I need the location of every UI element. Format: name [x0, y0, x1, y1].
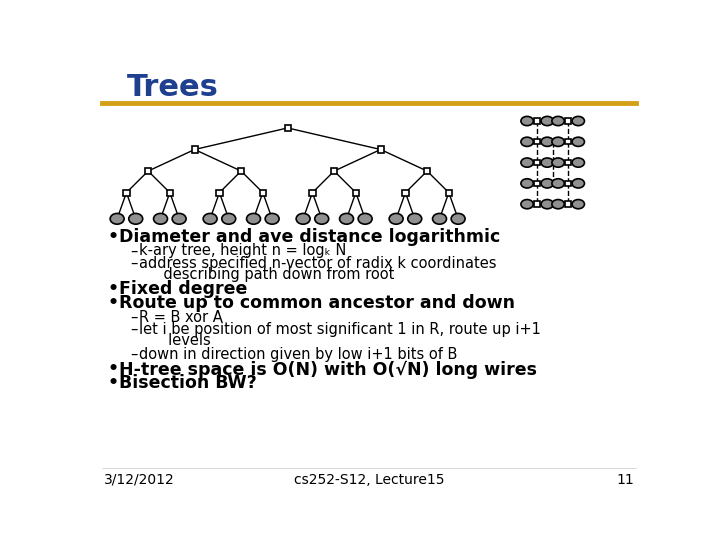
Ellipse shape: [296, 213, 310, 224]
Bar: [534, 118, 540, 124]
Ellipse shape: [433, 213, 446, 224]
Ellipse shape: [541, 158, 554, 167]
Ellipse shape: [552, 137, 564, 146]
Ellipse shape: [572, 137, 585, 146]
Bar: [310, 190, 315, 195]
Bar: [377, 146, 384, 153]
Text: Bisection BW?: Bisection BW?: [120, 374, 257, 393]
Text: R = B xor A: R = B xor A: [139, 309, 222, 325]
Text: cs252-S12, Lecture15: cs252-S12, Lecture15: [294, 473, 444, 487]
Ellipse shape: [246, 213, 261, 224]
Text: •: •: [107, 361, 118, 379]
Bar: [565, 118, 571, 124]
Bar: [260, 190, 266, 195]
Text: Route up to common ancestor and down: Route up to common ancestor and down: [120, 294, 516, 312]
Ellipse shape: [203, 213, 217, 224]
Text: Diameter and ave distance logarithmic: Diameter and ave distance logarithmic: [120, 228, 500, 246]
Text: 11: 11: [616, 473, 634, 487]
Bar: [145, 168, 151, 174]
Bar: [238, 168, 244, 174]
Ellipse shape: [129, 213, 143, 224]
Text: –: –: [130, 347, 138, 362]
Ellipse shape: [552, 117, 564, 126]
Text: –: –: [130, 244, 138, 259]
Ellipse shape: [172, 213, 186, 224]
Bar: [565, 181, 571, 186]
Ellipse shape: [552, 158, 564, 167]
Text: –: –: [130, 256, 138, 271]
Text: k-ary tree, height n = logₖ N: k-ary tree, height n = logₖ N: [139, 244, 346, 259]
Bar: [534, 160, 540, 165]
Text: Trees: Trees: [127, 73, 219, 103]
Bar: [123, 190, 130, 195]
Bar: [565, 160, 571, 165]
Bar: [565, 139, 571, 145]
Bar: [402, 190, 408, 195]
Bar: [424, 168, 431, 174]
Ellipse shape: [541, 179, 554, 188]
Bar: [446, 190, 452, 195]
Bar: [534, 181, 540, 186]
Bar: [284, 125, 291, 131]
Ellipse shape: [572, 117, 585, 126]
Ellipse shape: [541, 117, 554, 126]
Ellipse shape: [552, 179, 564, 188]
Ellipse shape: [265, 213, 279, 224]
Text: let i be position of most significant 1 in R, route up i+1: let i be position of most significant 1 …: [139, 322, 541, 337]
Bar: [192, 146, 198, 153]
Ellipse shape: [521, 117, 534, 126]
Text: Fixed degree: Fixed degree: [120, 280, 248, 299]
Bar: [534, 139, 540, 145]
Ellipse shape: [521, 200, 534, 209]
Ellipse shape: [572, 200, 585, 209]
Ellipse shape: [541, 137, 554, 146]
Text: H-tree space is O(N) with O(√N) long wires: H-tree space is O(N) with O(√N) long wir…: [120, 361, 537, 379]
Ellipse shape: [315, 213, 329, 224]
Text: –: –: [130, 309, 138, 325]
Ellipse shape: [541, 200, 554, 209]
Ellipse shape: [572, 179, 585, 188]
Text: address specified n-vector of radix k coordinates: address specified n-vector of radix k co…: [139, 256, 496, 271]
Ellipse shape: [521, 158, 534, 167]
Ellipse shape: [222, 213, 235, 224]
Text: •: •: [107, 374, 118, 393]
Bar: [331, 168, 337, 174]
Text: •: •: [107, 280, 118, 299]
Text: –: –: [130, 322, 138, 337]
Text: describing path down from root: describing path down from root: [145, 267, 395, 281]
Ellipse shape: [408, 213, 422, 224]
Ellipse shape: [153, 213, 168, 224]
Bar: [167, 190, 173, 195]
Text: down in direction given by low i+1 bits of B: down in direction given by low i+1 bits …: [139, 347, 457, 362]
Text: 3/12/2012: 3/12/2012: [104, 473, 175, 487]
Text: •: •: [107, 294, 118, 312]
Bar: [534, 201, 540, 207]
Text: levels: levels: [145, 333, 211, 348]
Bar: [353, 190, 359, 195]
Bar: [216, 190, 222, 195]
Ellipse shape: [358, 213, 372, 224]
Ellipse shape: [552, 200, 564, 209]
Ellipse shape: [340, 213, 354, 224]
Text: •: •: [107, 228, 118, 246]
Ellipse shape: [389, 213, 403, 224]
Ellipse shape: [110, 213, 124, 224]
Ellipse shape: [521, 137, 534, 146]
Bar: [565, 201, 571, 207]
Ellipse shape: [521, 179, 534, 188]
Ellipse shape: [451, 213, 465, 224]
Ellipse shape: [572, 158, 585, 167]
